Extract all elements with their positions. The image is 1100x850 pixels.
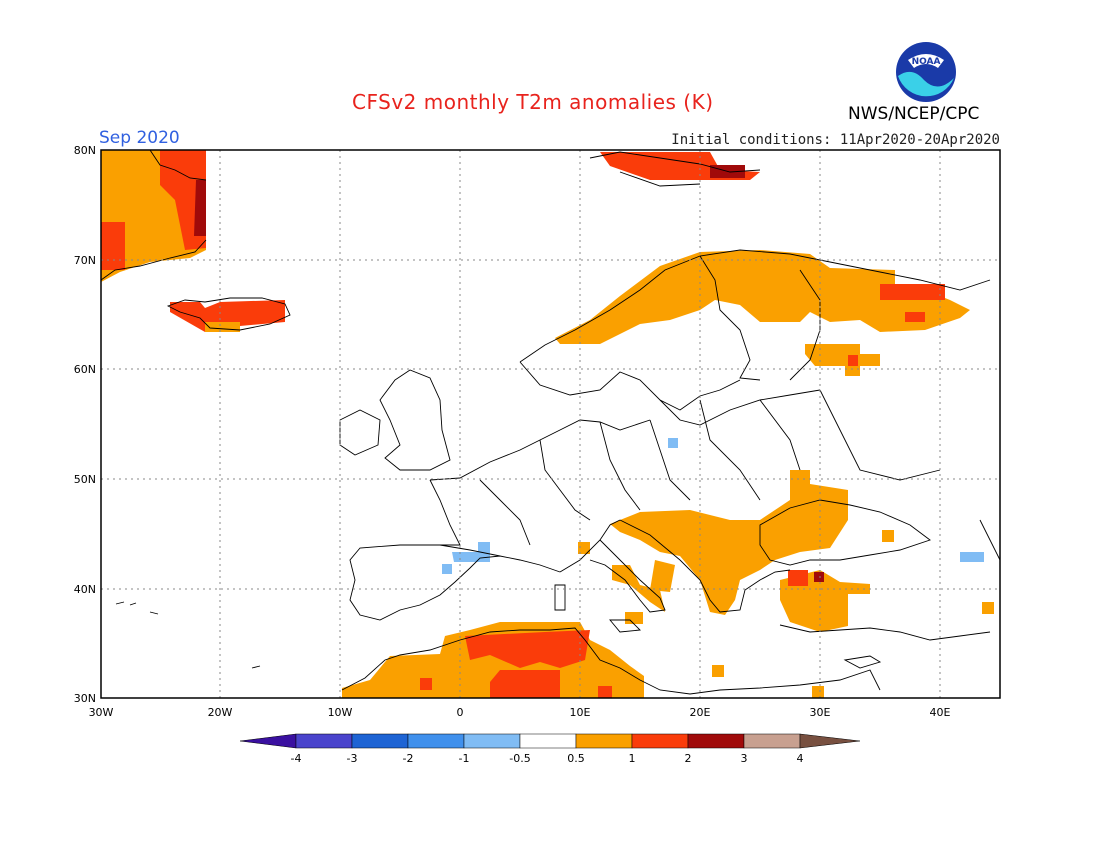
colorbar-label-m2: -2 [403,752,414,765]
colorbar: -4 -3 -2 -1 -0.5 0.5 1 2 3 4 [239,733,861,765]
colorbar-swatch-1 [295,733,353,749]
lon-label-20e: 20E [690,706,711,719]
anomaly-scandinavia [555,250,970,344]
latitude-labels: 80N 70N 60N 50N 40N 30N [74,144,96,705]
noaa-logo-icon: NOAA [896,42,956,102]
colorbar-label-m1: -1 [459,752,470,765]
anomaly-iberia-cold [452,542,490,562]
lon-label-20w: 20W [208,706,233,719]
colorbar-swatch-3 [407,733,465,749]
anomaly-nw-russia [805,344,880,376]
lat-label-40n: 40N [74,583,96,596]
colorbar-label-3: 3 [741,752,748,765]
colorbar-label-4: 4 [797,752,804,765]
lon-label-10w: 10W [328,706,353,719]
colorbar-label-m4: -4 [291,752,302,765]
colorbar-label-05: 0.5 [567,752,585,765]
lon-label-10e: 10E [570,706,591,719]
colorbar-label-1: 1 [629,752,636,765]
lat-label-60n: 60N [74,363,96,376]
lon-label-30w: 30W [89,706,114,719]
colorbar-swatch-9 [743,733,801,749]
anomaly-fill-layer [101,150,994,698]
svg-text:NOAA: NOAA [912,57,941,67]
lon-label-40e: 40E [930,706,951,719]
lat-label-70n: 70N [74,254,96,267]
lat-label-80n: 80N [74,144,96,157]
coastline-layer [100,149,1001,695]
colorbar-label-m05: -0.5 [509,752,530,765]
lon-label-0: 0 [457,706,464,719]
grid-layer [101,150,1000,698]
colorbar-label-2: 2 [685,752,692,765]
lon-label-30e: 30E [810,706,831,719]
agency-label: NWS/NCEP/CPC [848,104,980,124]
colorbar-swatch-6 [575,733,633,749]
longitude-labels: 30W 20W 10W 0 10E 20E 30E 40E [89,706,951,719]
colorbar-swatch-7 [631,733,689,749]
lat-label-30n: 30N [74,692,96,705]
anomaly-iceland [170,300,285,332]
colorbar-swatch-0 [239,733,297,749]
colorbar-swatch-10 [799,733,861,749]
colorbar-swatch-8 [687,733,745,749]
initial-conditions: Initial conditions: 11Apr2020-20Apr2020 [671,132,1000,148]
colorbar-swatch-2 [351,733,409,749]
anomaly-balkans [610,470,848,615]
forecast-month: Sep 2020 [99,128,180,148]
map-frame [100,149,1001,699]
chart-title: CFSv2 monthly T2m anomalies (K) [352,90,714,114]
colorbar-swatch-4 [463,733,521,749]
colorbar-swatch-5 [519,733,577,749]
lat-label-50n: 50N [74,473,96,486]
colorbar-label-m3: -3 [347,752,358,765]
